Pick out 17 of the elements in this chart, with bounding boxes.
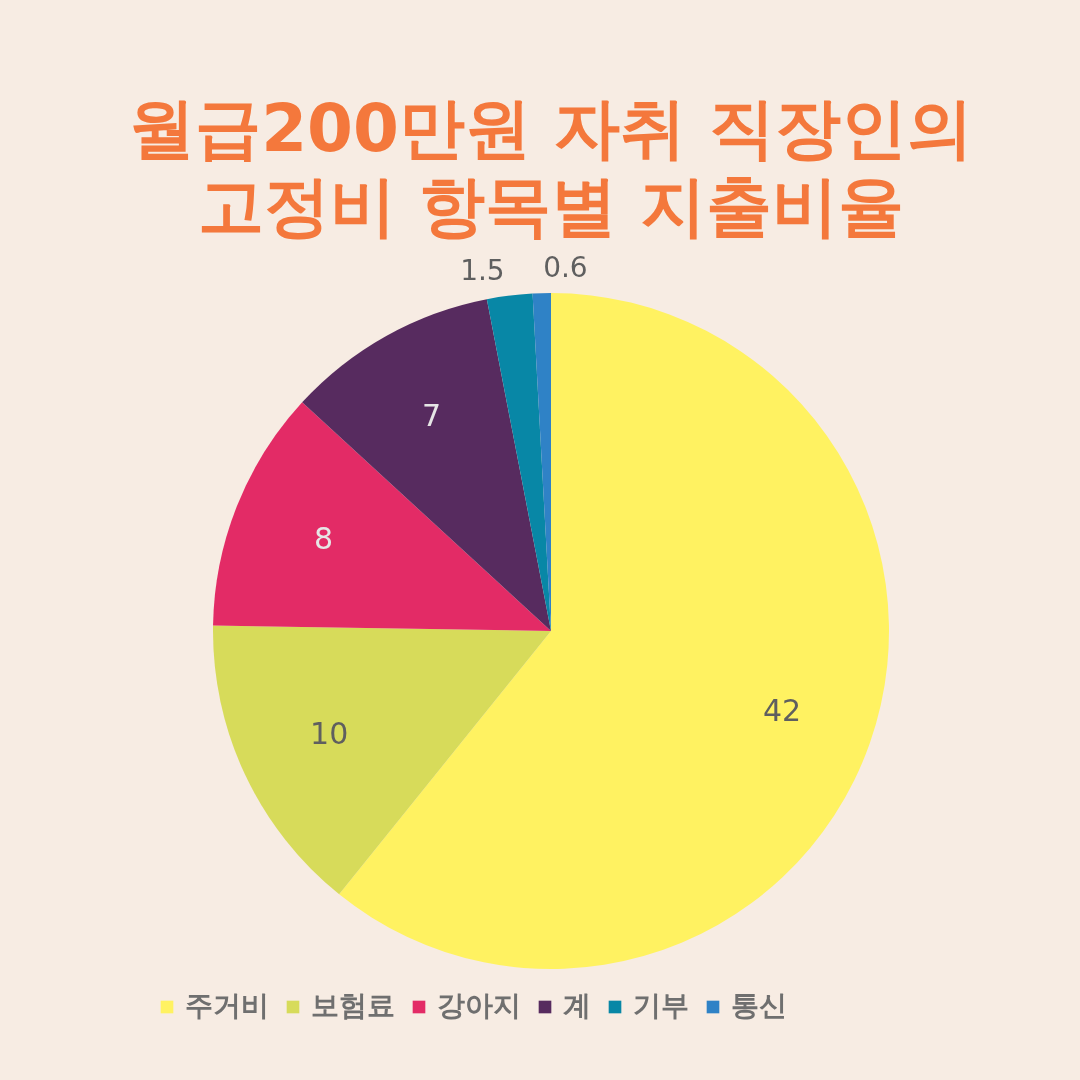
pie-slice	[486, 293, 551, 631]
pie-slice	[302, 299, 551, 631]
legend-label: 보험료	[311, 989, 395, 1022]
data-label: 42	[762, 693, 802, 729]
legend-label: 계	[563, 989, 591, 1022]
legend-label: 통신	[731, 989, 787, 1022]
data-label: 1.5	[460, 253, 505, 287]
data-label: 8	[313, 521, 333, 557]
legend-label: 주거비	[185, 989, 269, 1022]
data-label: 10	[310, 716, 349, 752]
legend-label: 기부	[633, 989, 689, 1022]
chart-title: 월급200만원 자취 직장인의 고정비 항목별 지출비율	[129, 90, 973, 246]
pie-slice	[213, 625, 551, 895]
legend-label: 강아지	[437, 989, 521, 1022]
pie-slice	[213, 402, 551, 631]
data-label: 7	[422, 398, 442, 434]
data-label: 0.6	[543, 251, 588, 285]
